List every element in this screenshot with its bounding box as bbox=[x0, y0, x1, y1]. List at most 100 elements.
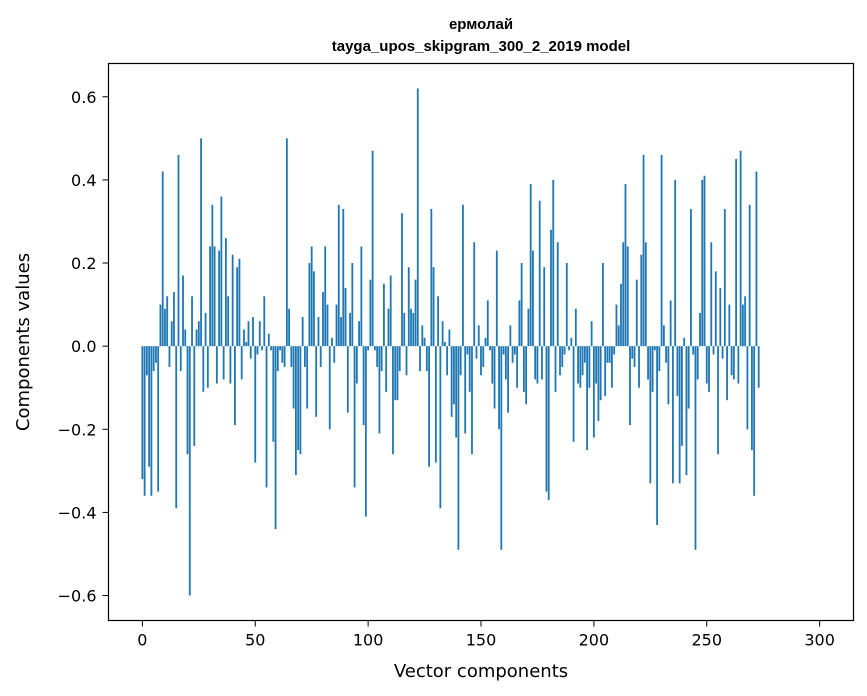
bar-222 bbox=[642, 154, 645, 347]
bar-133 bbox=[441, 321, 444, 347]
bar-242 bbox=[687, 346, 690, 409]
bar-180 bbox=[547, 346, 550, 500]
bar-201 bbox=[595, 346, 598, 384]
bar-265 bbox=[739, 150, 742, 347]
bar-113 bbox=[396, 346, 399, 401]
bar-150 bbox=[480, 346, 482, 376]
bar-1 bbox=[143, 346, 146, 496]
bar-38 bbox=[227, 296, 230, 347]
bar-81 bbox=[324, 246, 327, 347]
bar-182 bbox=[552, 179, 555, 347]
y-tick-label-5: 0.4 bbox=[71, 171, 96, 190]
bar-165 bbox=[513, 346, 516, 355]
bar-261 bbox=[730, 346, 733, 376]
bar-44 bbox=[240, 346, 243, 380]
bar-194 bbox=[579, 346, 582, 388]
bar-43 bbox=[238, 258, 241, 347]
bar-270 bbox=[751, 346, 753, 451]
bar-61 bbox=[279, 346, 281, 351]
x-tick-label-200: 200 bbox=[579, 631, 610, 650]
bar-37 bbox=[224, 238, 227, 347]
bar-208 bbox=[611, 346, 613, 388]
y-axis: −0.6 −0.4 −0.2 0.0 0.2 0.4 0.6 bbox=[58, 88, 109, 606]
bar-69 bbox=[297, 346, 300, 451]
bar-260 bbox=[728, 304, 731, 347]
bar-198 bbox=[588, 346, 591, 388]
bar-95 bbox=[355, 346, 358, 384]
bar-74 bbox=[308, 263, 311, 347]
bar-231 bbox=[662, 325, 665, 347]
bar-92 bbox=[349, 312, 351, 347]
bar-17 bbox=[179, 346, 182, 372]
bar-230 bbox=[660, 154, 663, 347]
bar-228 bbox=[656, 346, 658, 525]
bar-196 bbox=[583, 346, 586, 363]
x-tick-label-300: 300 bbox=[804, 631, 835, 650]
bar-102 bbox=[371, 150, 374, 347]
bar-65 bbox=[288, 308, 291, 347]
x-tick-label-150: 150 bbox=[466, 631, 497, 650]
bar-47 bbox=[247, 321, 250, 347]
bar-214 bbox=[624, 184, 627, 347]
x-tick-label-0: 0 bbox=[137, 631, 147, 650]
bar-40 bbox=[231, 254, 234, 347]
bar-33 bbox=[215, 346, 218, 384]
bar-24 bbox=[195, 329, 198, 347]
x-tick-label-50: 50 bbox=[245, 631, 265, 650]
bar-0 bbox=[141, 346, 144, 480]
y-tick-label-4: 0.2 bbox=[71, 254, 96, 273]
bar-174 bbox=[534, 346, 537, 380]
bar-71 bbox=[301, 317, 304, 347]
bar-273 bbox=[757, 346, 760, 388]
bar-153 bbox=[486, 300, 489, 347]
bar-122 bbox=[416, 88, 419, 347]
y-tick-label-1: −0.4 bbox=[58, 503, 97, 522]
bar-45 bbox=[243, 329, 245, 347]
bar-126 bbox=[425, 346, 428, 372]
bar-68 bbox=[294, 346, 297, 476]
bar-66 bbox=[290, 346, 293, 367]
bar-26 bbox=[200, 138, 202, 347]
bar-200 bbox=[592, 346, 595, 438]
bar-48 bbox=[249, 346, 252, 359]
bar-90 bbox=[344, 287, 347, 347]
bar-120 bbox=[412, 312, 415, 347]
bar-63 bbox=[283, 346, 286, 367]
bar-203 bbox=[599, 346, 602, 401]
bar-227 bbox=[653, 346, 656, 351]
bar-135 bbox=[446, 346, 449, 376]
bar-4 bbox=[150, 346, 153, 496]
bar-99 bbox=[364, 346, 367, 517]
bar-259 bbox=[726, 346, 728, 401]
bar-132 bbox=[439, 346, 442, 509]
bar-170 bbox=[525, 346, 528, 405]
bar-100 bbox=[367, 346, 370, 351]
bar-79 bbox=[319, 346, 322, 367]
bar-212 bbox=[620, 283, 622, 347]
bar-127 bbox=[428, 346, 430, 467]
bar-136 bbox=[448, 329, 451, 347]
bar-167 bbox=[518, 300, 521, 347]
bar-173 bbox=[532, 250, 534, 347]
bar-group bbox=[141, 88, 760, 596]
bar-85 bbox=[333, 346, 336, 363]
bar-34 bbox=[218, 250, 221, 347]
bar-67 bbox=[292, 346, 295, 409]
chart-subtitle: tayga_upos_skipgram_300_2_2019 model bbox=[332, 38, 631, 55]
bar-73 bbox=[306, 346, 309, 409]
bar-223 bbox=[644, 242, 647, 347]
bar-199 bbox=[590, 321, 593, 347]
bar-2 bbox=[145, 346, 148, 376]
bar-143 bbox=[464, 346, 467, 434]
bar-206 bbox=[606, 346, 609, 363]
bar-188 bbox=[565, 263, 568, 347]
bar-130 bbox=[434, 346, 437, 463]
bar-159 bbox=[500, 346, 503, 550]
bar-149 bbox=[477, 325, 480, 347]
x-axis: 0 50 100 150 200 250 300 bbox=[137, 620, 835, 650]
bar-12 bbox=[168, 346, 171, 367]
bar-169 bbox=[522, 346, 525, 392]
bar-197 bbox=[586, 346, 589, 451]
bar-263 bbox=[735, 159, 738, 347]
bar-186 bbox=[561, 346, 564, 367]
